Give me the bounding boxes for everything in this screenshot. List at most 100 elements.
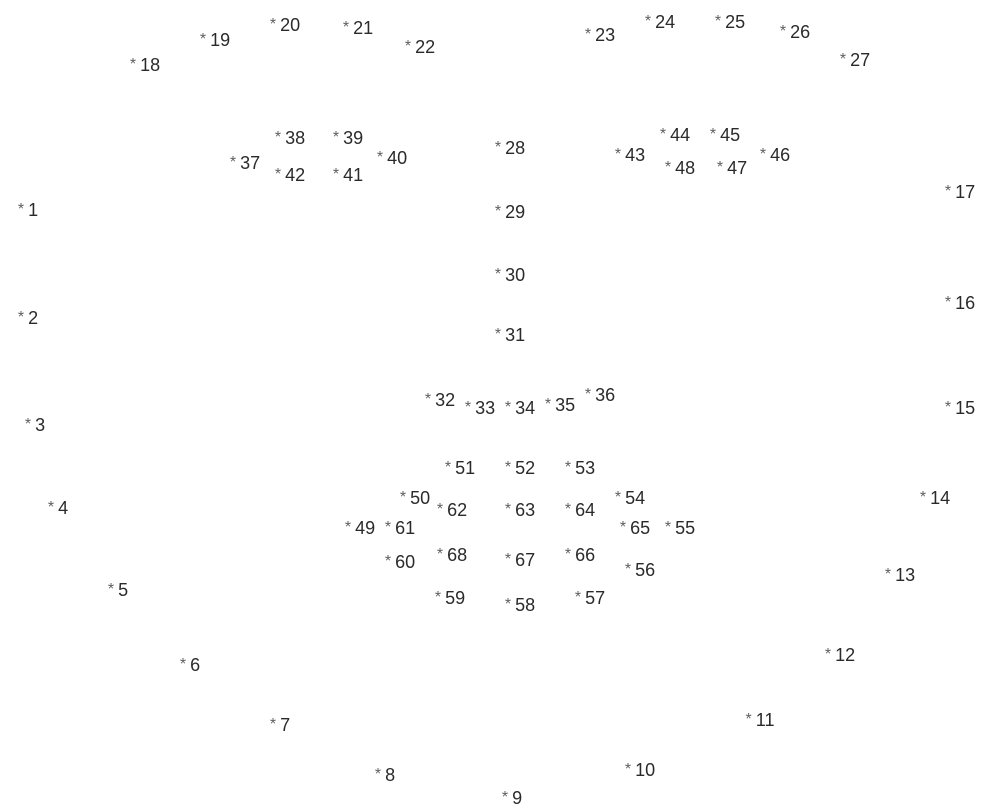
landmark-marker: * bbox=[108, 582, 114, 598]
landmark-point-28: *28 bbox=[495, 139, 525, 157]
landmark-marker: * bbox=[495, 267, 501, 283]
landmark-marker: * bbox=[565, 460, 571, 476]
landmark-marker: * bbox=[505, 597, 511, 613]
landmark-marker: * bbox=[18, 310, 24, 326]
landmark-label: 45 bbox=[720, 126, 740, 144]
landmark-point-64: *64 bbox=[565, 501, 595, 519]
landmark-marker: * bbox=[825, 647, 831, 663]
landmark-point-62: *62 bbox=[437, 501, 467, 519]
landmark-label: 36 bbox=[595, 386, 615, 404]
landmark-marker: * bbox=[620, 520, 626, 536]
landmark-point-58: *58 bbox=[505, 596, 535, 614]
landmark-point-56: *56 bbox=[625, 561, 655, 579]
landmark-marker: * bbox=[405, 39, 411, 55]
landmark-point-33: *33 bbox=[465, 399, 495, 417]
landmark-label: 19 bbox=[210, 31, 230, 49]
landmark-marker: * bbox=[840, 52, 846, 68]
landmark-label: 20 bbox=[280, 16, 300, 34]
landmark-label: 31 bbox=[505, 326, 525, 344]
landmark-marker: * bbox=[505, 502, 511, 518]
landmark-point-36: *36 bbox=[585, 386, 615, 404]
landmark-marker: * bbox=[180, 657, 186, 673]
landmark-point-30: *30 bbox=[495, 266, 525, 284]
landmark-label: 18 bbox=[140, 56, 160, 74]
landmark-label: 22 bbox=[415, 38, 435, 56]
landmark-marker: * bbox=[505, 400, 511, 416]
landmark-diagram: *1*2*3*4*5*6*7*8*9*10*11*12*13*14*15*16*… bbox=[0, 0, 1000, 812]
landmark-label: 16 bbox=[955, 294, 975, 312]
landmark-label: 39 bbox=[343, 129, 363, 147]
landmark-marker: * bbox=[130, 57, 136, 73]
landmark-label: 14 bbox=[930, 489, 950, 507]
landmark-label: 65 bbox=[630, 519, 650, 537]
landmark-point-11: *11 bbox=[746, 711, 775, 729]
landmark-point-59: *59 bbox=[435, 589, 465, 607]
landmark-marker: * bbox=[585, 27, 591, 43]
landmark-marker: * bbox=[48, 500, 54, 516]
landmark-label: 13 bbox=[895, 566, 915, 584]
landmark-marker: * bbox=[495, 204, 501, 220]
landmark-point-66: *66 bbox=[565, 546, 595, 564]
landmark-label: 54 bbox=[625, 489, 645, 507]
landmark-point-49: *49 bbox=[345, 519, 375, 537]
landmark-marker: * bbox=[437, 547, 443, 563]
landmark-marker: * bbox=[435, 590, 441, 606]
landmark-marker: * bbox=[437, 502, 443, 518]
landmark-label: 56 bbox=[635, 561, 655, 579]
landmark-label: 60 bbox=[395, 553, 415, 571]
landmark-marker: * bbox=[502, 790, 508, 806]
landmark-point-52: *52 bbox=[505, 459, 535, 477]
landmark-point-15: *15 bbox=[945, 399, 975, 417]
landmark-label: 52 bbox=[515, 459, 535, 477]
landmark-marker: * bbox=[920, 490, 926, 506]
landmark-point-7: *7 bbox=[270, 716, 290, 734]
landmark-point-50: *50 bbox=[400, 489, 430, 507]
landmark-label: 63 bbox=[515, 501, 535, 519]
landmark-point-35: *35 bbox=[545, 396, 575, 414]
landmark-label: 66 bbox=[575, 546, 595, 564]
landmark-point-21: *21 bbox=[343, 19, 373, 37]
landmark-marker: * bbox=[505, 552, 511, 568]
landmark-point-37: *37 bbox=[230, 154, 260, 172]
landmark-point-42: *42 bbox=[275, 166, 305, 184]
landmark-label: 64 bbox=[575, 501, 595, 519]
landmark-point-44: *44 bbox=[660, 126, 690, 144]
landmark-marker: * bbox=[425, 392, 431, 408]
landmark-point-6: *6 bbox=[180, 656, 200, 674]
landmark-marker: * bbox=[385, 554, 391, 570]
landmark-point-65: *65 bbox=[620, 519, 650, 537]
landmark-marker: * bbox=[945, 184, 951, 200]
landmark-label: 46 bbox=[770, 146, 790, 164]
landmark-marker: * bbox=[717, 160, 723, 176]
landmark-label: 49 bbox=[355, 519, 375, 537]
landmark-point-1: *1 bbox=[18, 201, 38, 219]
landmark-label: 34 bbox=[515, 399, 535, 417]
landmark-point-45: *45 bbox=[710, 126, 740, 144]
landmark-point-60: *60 bbox=[385, 553, 415, 571]
landmark-point-20: *20 bbox=[270, 16, 300, 34]
landmark-label: 30 bbox=[505, 266, 525, 284]
landmark-point-54: *54 bbox=[615, 489, 645, 507]
landmark-marker: * bbox=[565, 502, 571, 518]
landmark-marker: * bbox=[665, 160, 671, 176]
landmark-label: 32 bbox=[435, 391, 455, 409]
landmark-label: 2 bbox=[28, 309, 38, 327]
landmark-point-24: *24 bbox=[645, 13, 675, 31]
landmark-point-25: *25 bbox=[715, 13, 745, 31]
landmark-point-29: *29 bbox=[495, 203, 525, 221]
landmark-label: 48 bbox=[675, 159, 695, 177]
landmark-label: 43 bbox=[625, 146, 645, 164]
landmark-point-47: *47 bbox=[717, 159, 747, 177]
landmark-point-4: *4 bbox=[48, 499, 68, 517]
landmark-point-63: *63 bbox=[505, 501, 535, 519]
landmark-marker: * bbox=[545, 397, 551, 413]
landmark-label: 10 bbox=[635, 761, 655, 779]
landmark-point-14: *14 bbox=[920, 489, 950, 507]
landmark-point-48: *48 bbox=[665, 159, 695, 177]
landmark-label: 53 bbox=[575, 459, 595, 477]
landmark-marker: * bbox=[780, 24, 786, 40]
landmark-marker: * bbox=[665, 520, 671, 536]
landmark-marker: * bbox=[715, 14, 721, 30]
landmark-marker: * bbox=[585, 387, 591, 403]
landmark-marker: * bbox=[375, 767, 381, 783]
